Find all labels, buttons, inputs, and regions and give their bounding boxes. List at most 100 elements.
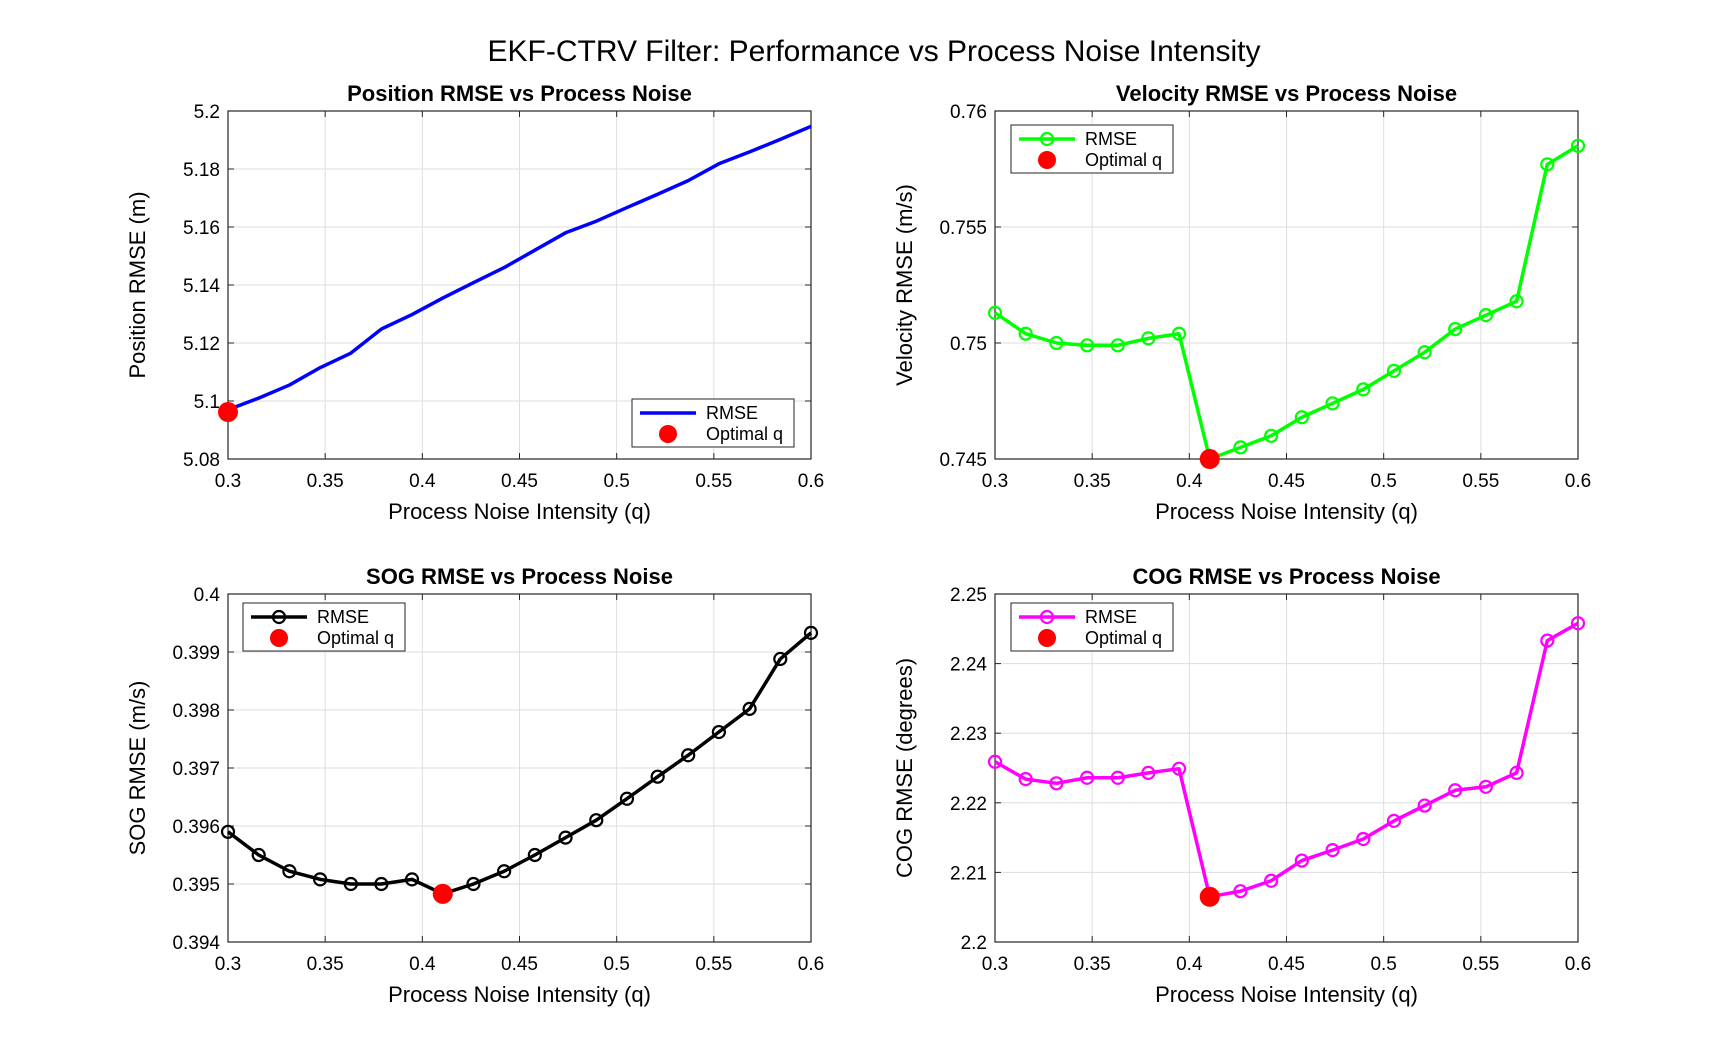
data-point: [343, 876, 358, 892]
x-tick-label: 0.35: [1074, 954, 1111, 975]
legend-box: [1010, 602, 1174, 652]
data-point: [1325, 396, 1340, 411]
data-point: [681, 748, 696, 763]
data-point: [1570, 138, 1586, 153]
x-tick-label: 0.55: [1462, 471, 1499, 492]
data-point: [1049, 335, 1064, 351]
x-tick-label: 0.45: [1268, 471, 1305, 492]
y-tick-label: 0.76: [950, 102, 987, 123]
data-point: [1570, 616, 1586, 631]
data-point: [1356, 382, 1371, 397]
data-point: [374, 876, 389, 892]
data-point: [1080, 770, 1095, 785]
data-point: [1171, 326, 1187, 341]
x-tick-label: 0.55: [695, 954, 732, 975]
data-point: [1540, 157, 1555, 172]
y-tick-label: 2.22: [950, 794, 987, 815]
data-point: [1233, 440, 1248, 455]
x-tick-label: 0.6: [1565, 471, 1591, 492]
series-line-rmse: [227, 124, 812, 412]
x-axis-label: Process Noise Intensity (q): [1155, 499, 1418, 524]
y-tick-label: 5.08: [183, 450, 220, 471]
data-point: [1233, 884, 1248, 899]
data-point: [987, 305, 1003, 320]
legend-optimal-swatch: [1038, 629, 1056, 647]
x-axis-label: Process Noise Intensity (q): [1155, 982, 1418, 1007]
x-tick-label: 0.35: [307, 471, 344, 492]
data-point: [1448, 783, 1463, 798]
y-tick-label: 5.12: [183, 334, 220, 355]
legend-optimal-swatch: [270, 629, 288, 647]
x-tick-label: 0.35: [1074, 471, 1111, 492]
data-point: [527, 847, 542, 863]
data-point: [1509, 294, 1524, 309]
axes-box: [994, 110, 1579, 460]
x-tick-label: 0.45: [501, 471, 538, 492]
data-point: [711, 724, 726, 740]
subplot-title: COG RMSE vs Process Noise: [1132, 564, 1440, 589]
legend-label-rmse: RMSE: [317, 607, 369, 627]
data-point: [313, 872, 328, 887]
y-tick-label: 2.24: [950, 655, 987, 676]
y-tick-label: 0.4: [194, 585, 221, 606]
legend-label-rmse: RMSE: [1085, 607, 1137, 627]
x-tick-label: 0.6: [1565, 954, 1591, 975]
data-point: [803, 625, 819, 640]
subplot-grid: 0.3 0.35 0.4 0.45 0.5 0.55 0.6 5.08 5.1 5.12 5.14 5…: [125, 81, 1591, 1007]
y-tick-label: 5.18: [183, 160, 220, 181]
optimal-q-point: [218, 402, 238, 423]
subplot-2: 0.3 0.35 0.4 0.45 0.5 0.55 0.6 0.745 0.75 0.755 0.…: [892, 81, 1591, 524]
axes-box: [227, 110, 812, 460]
legend-label-optimal: Optimal q: [1085, 150, 1162, 170]
data-point: [1049, 776, 1064, 791]
data-point: [497, 864, 512, 879]
x-tick-label: 0.45: [501, 954, 538, 975]
data-point: [1386, 363, 1402, 378]
x-tick-label: 0.4: [1176, 954, 1203, 975]
y-tick-label: 0.755: [939, 218, 987, 239]
y-tick-label: 5.1: [194, 392, 220, 413]
data-point: [282, 864, 297, 879]
legend-marker-swatch: [1039, 609, 1055, 625]
data-point: [773, 651, 788, 667]
data-point: [650, 769, 665, 784]
data-point: [589, 813, 604, 828]
y-tick-label: 0.395: [172, 875, 220, 896]
x-tick-label: 0.5: [603, 471, 629, 492]
x-axis-label: Process Noise Intensity (q): [388, 982, 651, 1007]
data-point: [1417, 798, 1432, 813]
y-tick-label: 2.21: [950, 863, 987, 884]
data-point: [1509, 765, 1524, 780]
legend-box: [242, 602, 406, 652]
y-tick-label: 5.14: [183, 276, 220, 297]
data-point: [1264, 873, 1279, 888]
data-point: [619, 791, 635, 806]
data-point: [1325, 843, 1340, 858]
y-tick-label: 0.399: [172, 643, 220, 664]
x-tick-label: 0.4: [1176, 471, 1203, 492]
y-axis-label: COG RMSE (degrees): [892, 658, 917, 878]
legend-label-optimal: Optimal q: [317, 628, 394, 648]
optimal-q-point: [1199, 449, 1220, 469]
data-point: [1080, 338, 1095, 353]
axes-box: [227, 593, 812, 943]
legend-label-optimal: Optimal q: [1085, 628, 1162, 648]
legend-marker-swatch: [271, 609, 287, 625]
data-point: [1110, 770, 1125, 785]
y-tick-label: 2.2: [961, 933, 987, 954]
y-tick-label: 0.396: [172, 817, 220, 838]
x-tick-label: 0.4: [409, 471, 436, 492]
y-tick-label: 0.394: [172, 933, 220, 954]
x-tick-label: 0.55: [1462, 954, 1499, 975]
x-tick-label: 0.3: [215, 954, 241, 975]
x-tick-label: 0.6: [798, 471, 824, 492]
data-point: [1018, 326, 1033, 341]
y-tick-label: 0.745: [939, 450, 987, 471]
data-point: [742, 701, 757, 716]
data-point: [1141, 765, 1156, 780]
legend-marker-swatch: [1039, 131, 1055, 147]
data-point: [1417, 345, 1432, 360]
